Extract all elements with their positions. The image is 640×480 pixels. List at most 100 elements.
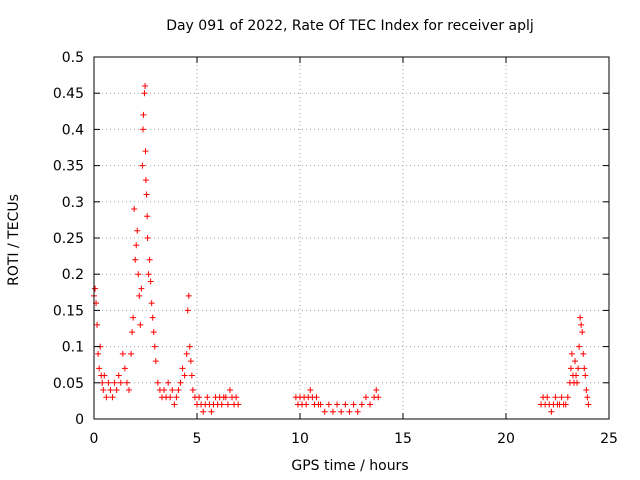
data-point xyxy=(129,329,136,336)
data-point xyxy=(171,401,178,408)
data-point xyxy=(139,162,146,169)
y-tick-label: 0.45 xyxy=(53,86,84,102)
data-point xyxy=(138,285,145,292)
y-tick-label: 0.5 xyxy=(62,50,84,66)
data-point xyxy=(338,408,345,415)
data-point xyxy=(105,379,112,386)
data-point xyxy=(154,379,161,386)
data-point xyxy=(307,387,314,394)
data-point xyxy=(107,387,114,394)
data-point xyxy=(131,206,138,213)
y-axis-label: ROTI / TECUs xyxy=(6,194,22,286)
y-tick-label: 0 xyxy=(75,412,84,428)
data-point xyxy=(128,350,135,357)
data-point xyxy=(111,379,118,386)
data-point xyxy=(167,394,174,401)
data-point xyxy=(152,358,159,365)
data-point xyxy=(548,408,555,415)
data-point xyxy=(96,365,103,372)
data-point xyxy=(362,394,369,401)
data-point xyxy=(101,372,108,379)
data-point xyxy=(185,292,192,299)
data-point xyxy=(342,401,349,408)
data-point xyxy=(161,387,168,394)
data-point xyxy=(329,408,336,415)
data-point xyxy=(179,365,186,372)
data-point xyxy=(99,379,106,386)
data-point xyxy=(146,256,153,263)
data-point xyxy=(177,379,184,386)
data-point xyxy=(572,358,579,365)
data-point xyxy=(130,314,137,321)
data-point xyxy=(165,379,172,386)
data-point xyxy=(95,350,102,357)
data-point xyxy=(196,394,203,401)
x-tick-label: 20 xyxy=(497,431,515,447)
data-point xyxy=(140,111,147,118)
data-point xyxy=(145,271,152,278)
data-point xyxy=(117,379,124,386)
data-point xyxy=(358,401,365,408)
data-point xyxy=(373,387,380,394)
data-point xyxy=(173,394,180,401)
data-point xyxy=(133,242,140,249)
data-point xyxy=(562,401,569,408)
data-point xyxy=(226,387,233,394)
data-point xyxy=(346,408,353,415)
data-point xyxy=(123,379,130,386)
data-point xyxy=(313,394,320,401)
data-point xyxy=(574,379,581,386)
data-point xyxy=(149,314,156,321)
chart-title: Day 091 of 2022, Rate Of TEC Index for r… xyxy=(166,18,534,34)
data-point xyxy=(208,408,215,415)
data-point xyxy=(126,387,133,394)
data-point xyxy=(583,387,590,394)
data-point xyxy=(581,365,588,372)
data-point xyxy=(579,329,586,336)
data-point xyxy=(169,387,176,394)
x-axis-ticks: 0 5 10 15 20 25 xyxy=(90,57,618,447)
data-point xyxy=(585,401,592,408)
data-point xyxy=(142,148,149,155)
data-point xyxy=(142,82,149,89)
x-tick-label: 10 xyxy=(291,431,309,447)
data-point xyxy=(375,394,382,401)
data-point xyxy=(578,321,585,328)
data-point xyxy=(183,350,190,357)
data-point xyxy=(142,177,149,184)
y-tick-label: 0.35 xyxy=(53,159,84,175)
data-point xyxy=(204,394,211,401)
data-point xyxy=(147,278,154,285)
data-point xyxy=(181,372,188,379)
data-point xyxy=(325,401,332,408)
data-point xyxy=(148,300,155,307)
data-point xyxy=(350,401,357,408)
grid-lines xyxy=(94,57,609,419)
x-tick-label: 0 xyxy=(90,431,99,447)
data-point xyxy=(321,408,328,415)
data-points xyxy=(91,82,592,415)
data-point xyxy=(564,394,571,401)
y-tick-label: 0.25 xyxy=(53,231,84,247)
data-point xyxy=(200,408,207,415)
data-point xyxy=(151,343,158,350)
data-point xyxy=(367,401,374,408)
data-point xyxy=(218,401,225,408)
data-point xyxy=(144,235,151,241)
data-point xyxy=(141,90,148,97)
y-tick-label: 0.1 xyxy=(62,340,84,356)
x-tick-label: 15 xyxy=(394,431,412,447)
data-point xyxy=(132,256,139,263)
data-point xyxy=(189,387,196,394)
data-point xyxy=(103,394,110,401)
y-tick-label: 0.2 xyxy=(62,267,84,283)
data-point xyxy=(584,394,591,401)
data-point xyxy=(575,365,582,372)
data-point xyxy=(140,126,147,133)
data-point xyxy=(334,401,341,408)
data-point xyxy=(580,350,587,357)
data-point xyxy=(233,394,240,401)
data-point xyxy=(558,394,565,401)
data-point xyxy=(188,372,195,379)
